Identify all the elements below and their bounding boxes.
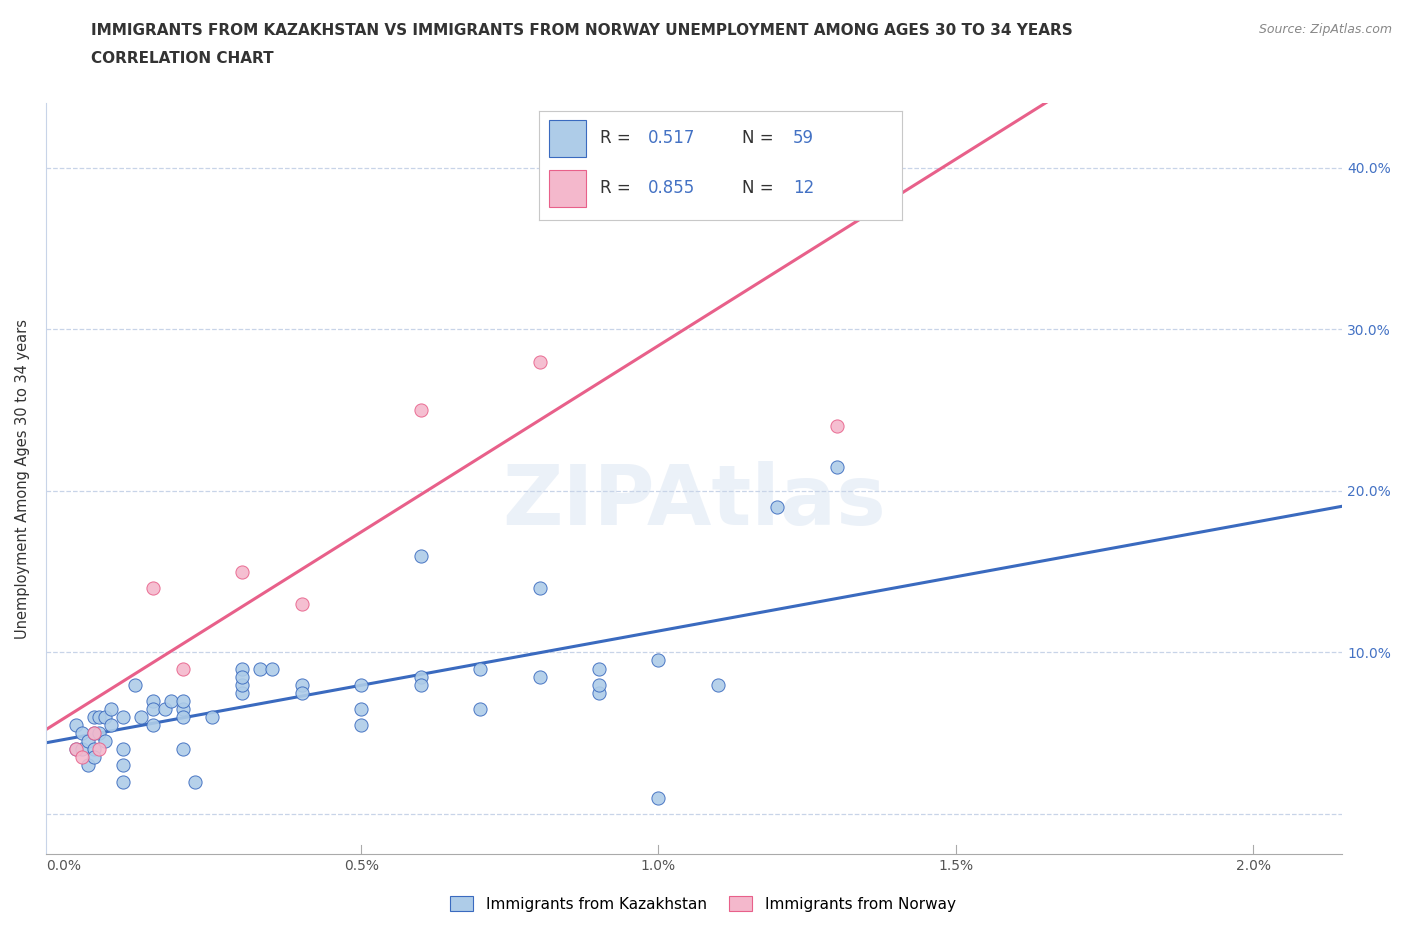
Point — [160, 694, 183, 709]
Point — [89, 725, 111, 740]
Point — [231, 670, 253, 684]
Point — [153, 701, 176, 716]
Text: Source: ZipAtlas.com: Source: ZipAtlas.com — [1258, 23, 1392, 36]
Point — [350, 701, 373, 716]
Point — [112, 774, 135, 789]
Point — [112, 742, 135, 757]
Point — [409, 670, 432, 684]
Point — [647, 790, 669, 805]
Point — [142, 580, 165, 595]
Point — [231, 685, 253, 700]
Point — [142, 694, 165, 709]
Text: CORRELATION CHART: CORRELATION CHART — [91, 51, 274, 66]
Point — [350, 677, 373, 692]
Point — [94, 734, 117, 749]
Point — [100, 701, 122, 716]
Point — [129, 710, 152, 724]
Point — [468, 701, 491, 716]
Point — [468, 661, 491, 676]
Point — [70, 725, 93, 740]
Text: IMMIGRANTS FROM KAZAKHSTAN VS IMMIGRANTS FROM NORWAY UNEMPLOYMENT AMONG AGES 30 : IMMIGRANTS FROM KAZAKHSTAN VS IMMIGRANTS… — [91, 23, 1073, 38]
Point — [172, 694, 194, 709]
Point — [89, 742, 111, 757]
Point — [588, 201, 610, 216]
Point — [100, 718, 122, 733]
Point — [83, 710, 105, 724]
Point — [529, 354, 551, 369]
Point — [529, 580, 551, 595]
Point — [825, 459, 848, 474]
Text: ZIPAtlas: ZIPAtlas — [502, 461, 886, 542]
Point — [112, 710, 135, 724]
Point — [112, 758, 135, 773]
Point — [83, 725, 105, 740]
Point — [124, 677, 146, 692]
Point — [588, 685, 610, 700]
Point — [409, 548, 432, 563]
Point — [83, 742, 105, 757]
Point — [291, 685, 314, 700]
Point — [76, 734, 98, 749]
Point — [172, 742, 194, 757]
Point — [260, 661, 283, 676]
Point — [76, 758, 98, 773]
Point — [172, 661, 194, 676]
Y-axis label: Unemployment Among Ages 30 to 34 years: Unemployment Among Ages 30 to 34 years — [15, 319, 30, 639]
Point — [70, 742, 93, 757]
Point — [350, 718, 373, 733]
Point — [65, 718, 87, 733]
Point — [588, 661, 610, 676]
Point — [231, 677, 253, 692]
Point — [409, 677, 432, 692]
Point — [142, 701, 165, 716]
Point — [529, 670, 551, 684]
Point — [766, 499, 789, 514]
Point — [83, 750, 105, 764]
Point — [83, 725, 105, 740]
Point — [249, 661, 271, 676]
Point — [201, 710, 224, 724]
Point — [291, 596, 314, 611]
Point — [183, 774, 205, 789]
Point — [89, 710, 111, 724]
Point — [142, 718, 165, 733]
Point — [588, 677, 610, 692]
Legend: Immigrants from Kazakhstan, Immigrants from Norway: Immigrants from Kazakhstan, Immigrants f… — [444, 889, 962, 918]
Point — [172, 701, 194, 716]
Point — [409, 403, 432, 418]
Point — [707, 677, 730, 692]
Point — [172, 710, 194, 724]
Point — [231, 565, 253, 579]
Point — [647, 653, 669, 668]
Point — [94, 710, 117, 724]
Point — [65, 742, 87, 757]
Point — [291, 677, 314, 692]
Point — [231, 661, 253, 676]
Point — [70, 750, 93, 764]
Point — [65, 742, 87, 757]
Point — [825, 418, 848, 433]
